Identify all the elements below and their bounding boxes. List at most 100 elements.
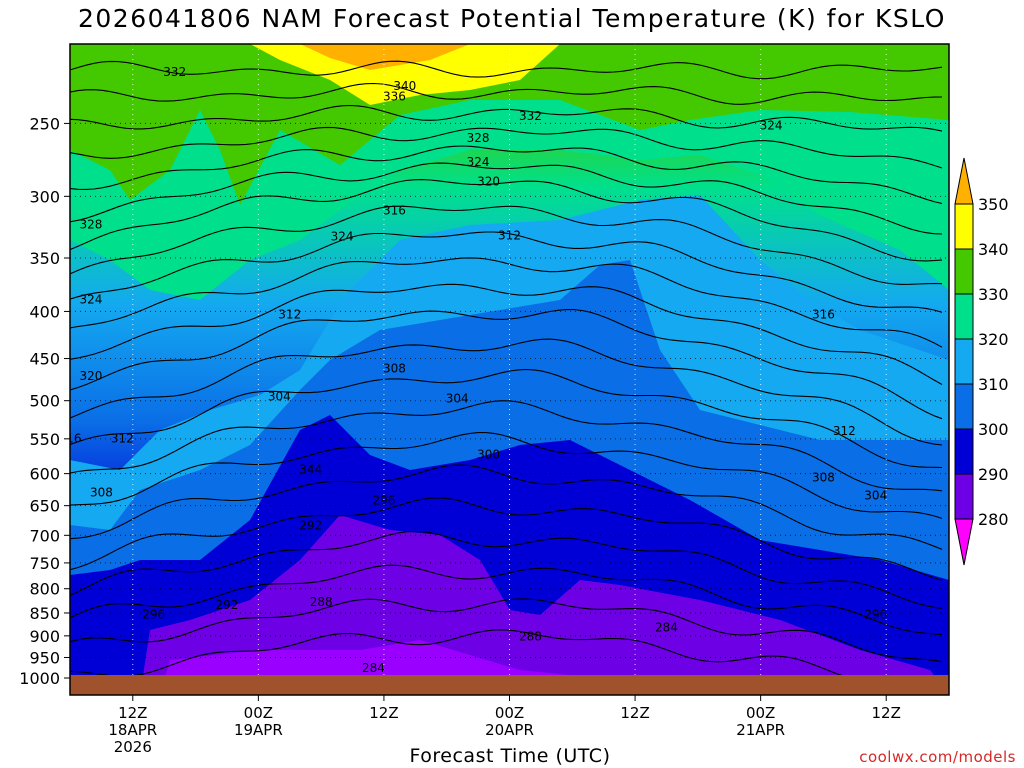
contour-label-288-36: 288 [519,629,542,643]
x-tick-label-72-1: 21APR [736,721,785,739]
y-tick-label-250: 250 [29,114,60,133]
colorbar-label-300: 300 [978,420,1009,439]
band-340-350 [250,44,560,105]
y-tick-label-400: 400 [29,302,60,321]
colorbar-label-340: 340 [978,240,1009,259]
contour-label-340-1: 340 [393,79,416,93]
contour-label-300-24: 300 [477,448,500,462]
y-tick-label-600: 600 [29,465,60,484]
contour-label-296-33: 296 [142,608,165,622]
y-tick-label-450: 450 [29,350,60,369]
y-tick-label-750: 750 [29,554,60,573]
contour-label-308-29: 308 [812,471,835,485]
contour-line-16 [70,464,943,550]
y-tick-label-850: 850 [29,604,60,623]
contour-label-296-31: 296 [864,608,887,622]
contour-label-324-13: 324 [79,292,102,306]
contour-line-0 [70,60,943,80]
contour-line-9 [70,257,943,348]
band-330-340 [70,44,949,205]
colorbar-label-330: 330 [978,285,1009,304]
contour-label-316-15: 316 [59,431,82,445]
contour-line-3 [70,126,943,169]
colorbar-swatch-1 [954,248,974,295]
credit-link[interactable]: coolwx.com/models [859,748,1016,766]
y-tick-label-900: 900 [29,627,60,646]
colorbar-swatch-0 [954,203,974,250]
contour-line-18 [70,530,943,610]
x-tick-label-12-1: 18APR [108,721,157,739]
contour-label-324-11: 324 [331,229,354,243]
chart-title: 2026041806 NAM Forecast Potential Temper… [78,4,946,33]
contour-line-17 [70,497,943,581]
y-axis: 250 300 350 400 450 500 550 600 650 700 750 800 850 9… [19,114,70,688]
contour-line-15 [70,432,943,519]
colorbar-swatch-4 [954,383,974,430]
x-axis-label: Forecast Time (UTC) [409,745,611,767]
y-tick-label-550: 550 [29,430,60,449]
contour-line-5 [70,162,943,235]
contour-label-312-28: 312 [833,424,856,438]
contour-line-2 [70,104,943,132]
colorbar-swatch-6 [954,473,974,520]
contour-label-332-3: 332 [163,65,186,79]
contour-line-14 [70,400,943,492]
contour-line-7 [70,205,943,285]
contour-label-312-10: 312 [498,228,521,242]
contour-label-320-8: 320 [477,175,500,189]
x-tick-label-84-0: 12Z [872,704,901,722]
contour-line-19 [70,564,943,636]
colorbar-label-290: 290 [978,465,1009,484]
y-tick-label-650: 650 [29,497,60,516]
x-tick-label-48-0: 00Z [495,704,524,722]
contour-label-344-0: 344 [299,463,322,477]
contour-label-284-38: 284 [362,661,385,675]
y-tick-label-300: 300 [29,187,60,206]
colorbar-label-350: 350 [978,195,1009,214]
y-tick-label-500: 500 [29,392,60,411]
band-350-plus [300,44,470,70]
ground-surface [70,675,949,695]
contour-label-316-9: 316 [383,204,406,218]
contour-label-304-30: 304 [864,488,887,502]
contour-line-6 [70,179,943,262]
contour-label-308-21: 308 [383,362,406,376]
x-tick-label-24-0: 00Z [244,704,273,722]
contour-line-13 [70,368,943,469]
contour-label-328-12: 328 [79,217,102,231]
colorbar-label-320: 320 [978,330,1009,349]
contour-lines [70,60,943,691]
colorbar-cap-bottom [954,518,974,566]
contour-label-312-20: 312 [278,307,301,321]
contour-line-1 [70,82,943,105]
colorbar-cap-top [954,157,974,205]
contour-line-4 [70,145,943,205]
contour-label-312-16: 312 [111,431,134,445]
contour-line-8 [70,231,943,313]
contour-label-316-27: 316 [812,307,835,321]
contour-label-304-22: 304 [446,391,469,405]
contour-line-11 [70,309,943,420]
contour-label-292-26: 292 [299,519,322,533]
y-tick-label-700: 700 [29,526,60,545]
contour-line-10 [70,283,943,385]
y-tick-label-800: 800 [29,580,60,599]
x-tick-label-72-0: 00Z [746,704,775,722]
colorbar: 350 340 330 320 310 300 290 280 [954,157,1009,566]
contour-label-284-37: 284 [655,620,678,634]
contour-label-324-7: 324 [467,155,490,169]
contour-label-288-35: 288 [310,595,333,609]
contour-label-296-25: 296 [372,493,395,507]
y-tick-label-350: 350 [29,249,60,268]
contour-line-21 [70,629,943,691]
contour-label-304-23: 304 [268,390,291,404]
contour-label-332-4: 332 [519,109,542,123]
contour-line-12 [70,338,943,446]
y-tick-label-950: 950 [29,648,60,667]
contour-label-320-14: 320 [79,369,102,383]
x-tick-label-60-0: 12Z [620,704,649,722]
colorbar-label-280: 280 [978,510,1009,529]
contour-line-20 [70,598,943,663]
